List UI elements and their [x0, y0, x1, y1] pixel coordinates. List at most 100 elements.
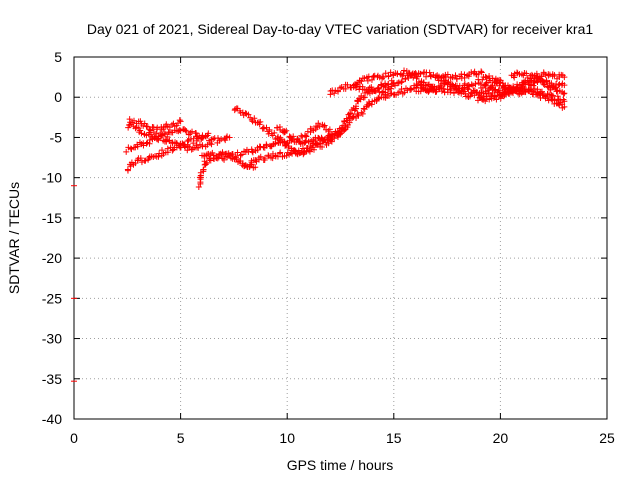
data-point: [163, 121, 170, 128]
data-point: [157, 130, 164, 137]
data-point: [237, 152, 244, 159]
data-point: [321, 122, 328, 129]
data-point: [398, 79, 405, 86]
grid: [74, 57, 607, 419]
data-point: [270, 141, 277, 148]
data-point: [193, 134, 200, 141]
data-point: [352, 103, 359, 110]
data-point: [278, 136, 285, 143]
data-point: [197, 172, 204, 179]
data-point: [123, 148, 130, 155]
data-point: [326, 126, 333, 133]
data-point: [544, 83, 551, 90]
data-point: [164, 145, 171, 152]
data-point: [219, 155, 226, 162]
data-point: [273, 124, 280, 131]
y-tick-label: -10: [42, 170, 62, 186]
data-point: [328, 136, 335, 143]
data-point: [394, 70, 401, 77]
data-point: [155, 153, 162, 160]
data-point: [534, 86, 541, 93]
data-point: [215, 154, 222, 161]
data-point: [138, 159, 145, 166]
x-tick-label: 20: [493, 430, 509, 446]
plot-border: [73, 56, 608, 420]
data-point: [544, 94, 551, 101]
data-point: [449, 73, 456, 80]
data-point: [426, 69, 433, 76]
data-point: [257, 143, 264, 150]
data-point: [518, 71, 525, 78]
data-point: [398, 78, 405, 85]
data-point: [556, 102, 563, 109]
data-point: [358, 78, 365, 85]
data-point: [163, 138, 170, 145]
data-point: [182, 127, 189, 134]
data-point: [218, 151, 225, 158]
data-point: [543, 78, 550, 85]
data-point: [207, 140, 214, 147]
data-point: [277, 126, 284, 133]
data-point: [561, 103, 568, 110]
data-point: [188, 146, 195, 153]
data-point: [478, 68, 485, 75]
data-point: [245, 111, 252, 118]
data-point: [331, 135, 338, 142]
x-tick-label: 0: [70, 430, 78, 446]
data-point: [142, 157, 149, 164]
data-point: [539, 77, 546, 84]
data-point: [256, 121, 263, 128]
data-point: [147, 127, 154, 134]
data-point: [453, 75, 460, 82]
data-point: [370, 87, 377, 94]
data-point: [206, 137, 213, 144]
data-point: [277, 149, 284, 156]
data-point: [200, 168, 207, 175]
data-point: [168, 121, 175, 128]
data-point: [402, 76, 409, 83]
data-point: [358, 109, 365, 116]
data-point: [554, 93, 561, 100]
data-point: [368, 84, 375, 91]
series-track-4: [126, 116, 184, 137]
data-point: [127, 145, 134, 152]
data-point: [283, 152, 290, 159]
data-point: [417, 70, 424, 77]
data-point: [467, 93, 474, 100]
data-point: [540, 81, 547, 88]
data-point: [319, 144, 326, 151]
data-point: [303, 132, 310, 139]
data-point: [301, 148, 308, 155]
data-point: [561, 90, 568, 97]
data-point: [269, 132, 276, 139]
data-point: [523, 70, 530, 77]
data-point: [246, 163, 253, 170]
data-point: [452, 72, 459, 79]
x-axis-label: GPS time / hours: [287, 457, 394, 473]
data-point: [346, 119, 353, 126]
data-point: [249, 148, 256, 155]
x-tick-label: 5: [177, 430, 185, 446]
data-point: [398, 86, 405, 93]
data-point: [353, 81, 360, 88]
data-point: [260, 125, 267, 132]
data-point: [444, 71, 451, 78]
data-point: [470, 87, 477, 94]
data-point: [137, 118, 144, 125]
y-tick-label: -5: [50, 129, 63, 145]
data-point: [176, 117, 183, 124]
y-axis-label: SDTVAR / TECUs: [6, 182, 22, 294]
data-point: [338, 128, 345, 135]
data-point: [529, 73, 536, 80]
series-track-11: [348, 68, 525, 98]
data-point: [170, 120, 177, 127]
data-point: [528, 87, 535, 94]
data-point: [155, 135, 162, 142]
data-point: [479, 76, 486, 83]
y-tick-label: -40: [42, 411, 62, 427]
y-tick-label: -30: [42, 331, 62, 347]
data-point: [540, 92, 547, 99]
data-point: [495, 87, 502, 94]
data-point: [382, 89, 389, 96]
